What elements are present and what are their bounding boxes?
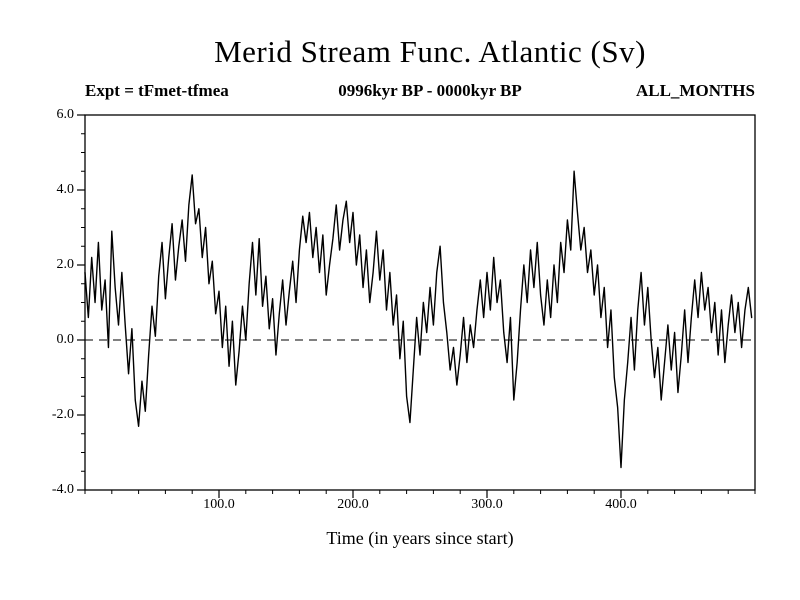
- experiment-label: Expt = tFmet-tfmea: [85, 81, 229, 100]
- chart-title: Merid Stream Func. Atlantic (Sv): [214, 34, 646, 69]
- months-label: ALL_MONTHS: [635, 81, 755, 100]
- x-tick-label: 300.0: [471, 497, 503, 512]
- data-series-line: [84, 170, 753, 469]
- y-tick-label: 4.0: [56, 182, 75, 197]
- x-tick-label: 400.0: [605, 497, 637, 512]
- x-tick-label: 100.0: [203, 497, 235, 512]
- y-tick-label: -4.0: [51, 482, 74, 497]
- y-tick-label: 0.0: [56, 332, 75, 347]
- x-axis-title: Time (in years since start): [326, 528, 514, 548]
- y-tick-label: 6.0: [56, 107, 75, 122]
- time-range-label: 0996kyr BP - 0000kyr BP: [338, 81, 522, 100]
- y-tick-label: -2.0: [51, 407, 74, 422]
- y-tick-label: 2.0: [56, 257, 75, 272]
- x-tick-label: 200.0: [337, 497, 369, 512]
